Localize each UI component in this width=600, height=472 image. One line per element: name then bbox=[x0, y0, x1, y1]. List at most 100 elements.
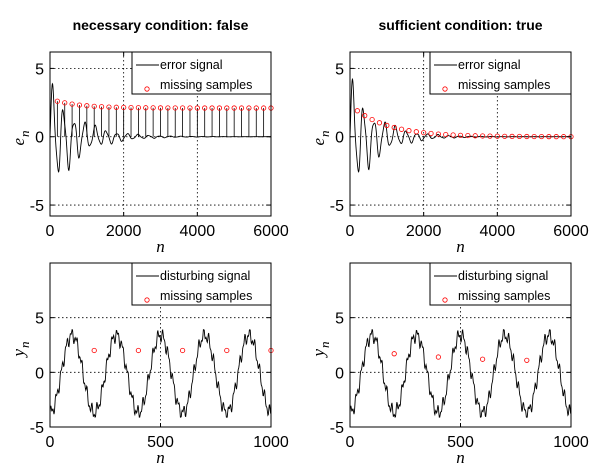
missing-sample-marker bbox=[128, 105, 134, 111]
y-axis-label: yn bbox=[309, 341, 332, 358]
series-line-disturbing-signal bbox=[350, 328, 571, 418]
missing-sample-marker bbox=[406, 128, 412, 134]
missing-sample-marker bbox=[428, 130, 434, 137]
missing-sample-marker bbox=[187, 105, 193, 111]
missing-sample-marker bbox=[369, 116, 375, 123]
missing-sample-marker bbox=[172, 105, 178, 111]
missing-sample-marker bbox=[435, 131, 441, 137]
missing-sample-marker bbox=[91, 347, 97, 354]
y-tick-label: 0 bbox=[35, 365, 44, 382]
x-tick-label: 2000 bbox=[106, 223, 142, 240]
legend-label: missing samples bbox=[458, 78, 550, 92]
missing-sample-marker bbox=[106, 104, 112, 110]
missing-sample-marker bbox=[76, 102, 83, 108]
legend-marker-swatch bbox=[144, 297, 150, 303]
missing-sample-marker bbox=[538, 133, 545, 140]
x-tick-label: 0 bbox=[46, 223, 55, 240]
missing-sample-marker bbox=[69, 101, 75, 107]
y-axis-label-sub: n bbox=[317, 341, 332, 348]
missing-sample-marker bbox=[143, 105, 149, 111]
x-tick-label: 6000 bbox=[253, 223, 289, 240]
x-axis-label: n bbox=[456, 448, 465, 467]
missing-sample-marker bbox=[524, 357, 530, 363]
y-axis-label-main: y bbox=[9, 349, 28, 359]
missing-sample-marker bbox=[524, 133, 530, 140]
y-axis-label-sub: n bbox=[17, 130, 32, 137]
missing-sample-marker bbox=[376, 120, 383, 126]
missing-sample-marker bbox=[180, 347, 186, 354]
missing-sample-marker bbox=[457, 132, 464, 138]
legend-box bbox=[131, 51, 272, 95]
legend-label: disturbing signal bbox=[458, 269, 548, 283]
missing-sample-marker bbox=[561, 134, 567, 140]
chart-panel-1: necessary condition: false 0 2000 4000 6000 -… bbox=[9, 17, 289, 256]
missing-sample-marker bbox=[180, 105, 186, 111]
y-tick-label: 5 bbox=[335, 311, 344, 328]
missing-sample-marker bbox=[472, 133, 478, 139]
x-axis-label: n bbox=[156, 237, 165, 256]
missing-sample-marker bbox=[253, 105, 259, 111]
legend-label: error signal bbox=[458, 58, 521, 72]
x-tick-label: 0 bbox=[346, 223, 355, 240]
x-tick-label: 6000 bbox=[553, 223, 589, 240]
x-tick-label: 2000 bbox=[406, 223, 442, 240]
legend-marker-swatch bbox=[442, 86, 448, 92]
missing-sample-marker bbox=[261, 105, 267, 111]
legend-marker-swatch bbox=[442, 297, 448, 303]
legend-label: missing samples bbox=[160, 78, 252, 92]
missing-sample-marker bbox=[246, 105, 252, 111]
y-tick-label: -5 bbox=[30, 198, 44, 215]
y-tick-label: -5 bbox=[330, 420, 344, 437]
x-tick-label: 1000 bbox=[253, 434, 289, 451]
missing-sample-marker bbox=[150, 105, 156, 111]
missing-sample-marker bbox=[224, 105, 230, 111]
missing-sample-marker bbox=[509, 133, 515, 139]
y-axis-label-sub: n bbox=[17, 341, 32, 348]
legend-label: error signal bbox=[160, 58, 223, 72]
missing-sample-marker bbox=[135, 347, 141, 354]
y-axis-label-main: e bbox=[309, 138, 328, 146]
legend-box bbox=[429, 262, 572, 306]
x-tick-label: 0 bbox=[346, 434, 355, 451]
missing-sample-marker bbox=[165, 105, 171, 111]
x-axis-label: n bbox=[456, 237, 465, 256]
missing-sample-marker bbox=[194, 105, 200, 111]
series-line-disturbing-signal bbox=[50, 328, 271, 418]
y-axis-label: yn bbox=[9, 341, 32, 358]
missing-sample-marker bbox=[54, 98, 60, 104]
missing-sample-marker bbox=[231, 105, 237, 111]
missing-sample-marker bbox=[91, 103, 97, 109]
missing-sample-marker bbox=[157, 105, 164, 111]
y-axis-label-main: y bbox=[309, 349, 328, 359]
missing-sample-marker bbox=[216, 105, 223, 111]
y-tick-label: 5 bbox=[335, 61, 344, 78]
missing-sample-marker bbox=[479, 356, 486, 362]
missing-sample-marker bbox=[224, 347, 230, 354]
missing-sample-marker bbox=[531, 133, 537, 140]
legend-marker-swatch bbox=[144, 86, 150, 92]
missing-sample-marker bbox=[494, 133, 500, 139]
y-axis-label-sub: n bbox=[317, 130, 332, 137]
y-tick-label: 0 bbox=[35, 130, 44, 147]
missing-sample-marker bbox=[384, 122, 390, 128]
missing-sample-marker bbox=[465, 132, 471, 139]
x-tick-label: 4000 bbox=[180, 223, 216, 240]
missing-sample-marker bbox=[84, 103, 90, 109]
missing-sample-marker bbox=[362, 113, 368, 119]
missing-sample-marker bbox=[98, 104, 105, 110]
y-tick-label: 0 bbox=[335, 130, 344, 147]
missing-sample-marker bbox=[354, 108, 360, 114]
chart-title: necessary condition: false bbox=[73, 17, 249, 33]
missing-sample-marker bbox=[113, 104, 119, 110]
x-tick-label: 500 bbox=[147, 434, 174, 451]
missing-sample-marker bbox=[391, 124, 397, 131]
missing-sample-marker bbox=[516, 133, 523, 140]
missing-sample-marker bbox=[479, 133, 486, 139]
y-tick-label: -5 bbox=[30, 420, 44, 437]
y-tick-label: 0 bbox=[335, 365, 344, 382]
missing-sample-marker bbox=[435, 354, 441, 360]
legend-label: disturbing signal bbox=[160, 269, 250, 283]
